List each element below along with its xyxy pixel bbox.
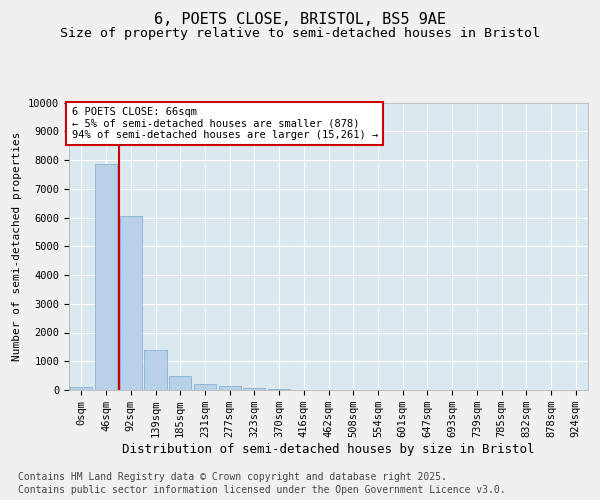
Bar — [243, 388, 265, 390]
Bar — [194, 384, 216, 390]
Bar — [218, 386, 241, 390]
Bar — [70, 386, 92, 390]
Y-axis label: Number of semi-detached properties: Number of semi-detached properties — [13, 132, 22, 361]
Text: 6, POETS CLOSE, BRISTOL, BS5 9AE: 6, POETS CLOSE, BRISTOL, BS5 9AE — [154, 12, 446, 28]
Bar — [145, 350, 167, 390]
Text: 6 POETS CLOSE: 66sqm
← 5% of semi-detached houses are smaller (878)
94% of semi-: 6 POETS CLOSE: 66sqm ← 5% of semi-detach… — [71, 107, 378, 140]
X-axis label: Distribution of semi-detached houses by size in Bristol: Distribution of semi-detached houses by … — [122, 443, 535, 456]
Text: Contains HM Land Registry data © Crown copyright and database right 2025.: Contains HM Land Registry data © Crown c… — [18, 472, 447, 482]
Bar — [268, 389, 290, 390]
Text: Contains public sector information licensed under the Open Government Licence v3: Contains public sector information licen… — [18, 485, 506, 495]
Bar — [119, 216, 142, 390]
Bar — [169, 376, 191, 390]
Text: Size of property relative to semi-detached houses in Bristol: Size of property relative to semi-detach… — [60, 28, 540, 40]
Bar — [95, 164, 117, 390]
